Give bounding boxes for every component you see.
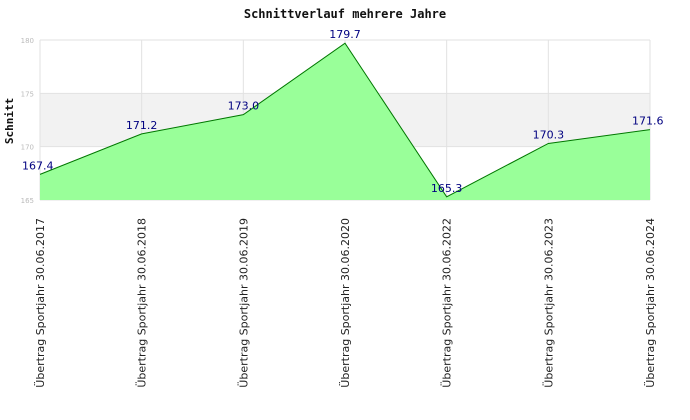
- data-area: [39, 42, 651, 201]
- chart-title: Schnittverlauf mehrere Jahre: [244, 7, 446, 21]
- y-axis-label: Schnitt: [3, 98, 16, 144]
- data-value-label: 179.7: [329, 28, 361, 41]
- series-line: [39, 42, 651, 198]
- data-value-label: 165.3: [431, 182, 463, 195]
- data-value-label: 171.6: [632, 115, 664, 128]
- y-tick-label: 175: [21, 90, 34, 98]
- data-value-label: 170.3: [533, 128, 565, 141]
- x-tick-label: Übertrag Sportjahr 30.06.2017: [34, 218, 47, 388]
- x-tick-label: Übertrag Sportjahr 30.06.2022: [441, 218, 454, 388]
- x-tick-label: Übertrag Sportjahr 30.06.2018: [136, 218, 149, 388]
- x-ticks: Übertrag Sportjahr 30.06.2017 Übertrag Sp…: [34, 218, 657, 388]
- data-labels: 167.4 171.2 173.0 179.7 165.3 170.3 171.6: [22, 28, 664, 195]
- x-tick-label: Übertrag Sportjahr 30.06.2024: [644, 218, 657, 388]
- area-fill: [40, 43, 650, 201]
- x-tick-label: Übertrag Sportjahr 30.06.2020: [339, 218, 352, 388]
- y-tick-label: 170: [21, 144, 34, 152]
- data-value-label: 171.2: [126, 119, 158, 132]
- y-tick-label: 180: [21, 37, 34, 45]
- data-value-label: 167.4: [22, 159, 54, 172]
- data-value-label: 173.0: [228, 100, 260, 113]
- y-ticks: 165 170 175 180: [21, 37, 34, 205]
- x-tick-label: Übertrag Sportjahr 30.06.2019: [237, 218, 250, 388]
- y-tick-label: 165: [21, 197, 34, 205]
- x-tick-label: Übertrag Sportjahr 30.06.2023: [542, 218, 555, 388]
